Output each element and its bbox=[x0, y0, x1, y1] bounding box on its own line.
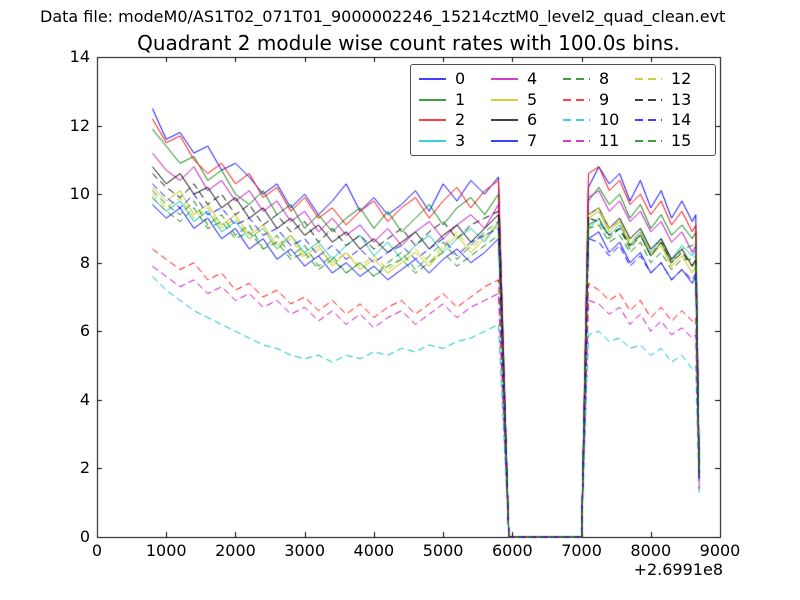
legend: 0 1 2 3 4 5 6 7 8 9 10 11 12 13 14 15 bbox=[410, 64, 716, 156]
x-tick-label: 3000 bbox=[284, 541, 326, 560]
x-tick-label: 4000 bbox=[353, 541, 395, 560]
legend-line-sample bbox=[419, 98, 446, 101]
y-tick-label: 6 bbox=[79, 321, 90, 341]
legend-item-label: 9 bbox=[599, 89, 610, 109]
legend-line-sample bbox=[563, 78, 590, 81]
legend-line-sample bbox=[419, 119, 446, 122]
legend-item-label: 4 bbox=[527, 69, 538, 89]
y-tick-label: 4 bbox=[79, 389, 90, 409]
legend-item-label: 1 bbox=[455, 89, 466, 109]
legend-line-sample bbox=[635, 98, 662, 101]
legend-line-sample bbox=[491, 119, 518, 122]
y-tick-label: 2 bbox=[79, 458, 90, 478]
legend-line-sample bbox=[635, 119, 662, 122]
legend-item-label: 8 bbox=[599, 69, 610, 89]
legend-item-8: 8 bbox=[563, 69, 635, 90]
legend-item-2: 2 bbox=[419, 110, 491, 131]
legend-item-5: 5 bbox=[491, 90, 563, 111]
legend-line-sample bbox=[491, 139, 518, 142]
legend-item-11: 11 bbox=[563, 131, 635, 152]
x-axis-offset-label: +2.6991e8 bbox=[633, 560, 723, 579]
legend-item-label: 14 bbox=[671, 110, 692, 130]
legend-item-1: 1 bbox=[419, 90, 491, 111]
legend-item-0: 0 bbox=[419, 69, 491, 90]
legend-item-10: 10 bbox=[563, 110, 635, 131]
x-tick-label: 9000 bbox=[699, 541, 741, 560]
legend-item-label: 0 bbox=[455, 69, 466, 89]
legend-line-sample bbox=[563, 98, 590, 101]
legend-line-sample bbox=[491, 98, 518, 101]
x-tick-label: 7000 bbox=[561, 541, 602, 560]
legend-item-12: 12 bbox=[635, 69, 707, 90]
legend-item-14: 14 bbox=[635, 110, 707, 131]
legend-item-7: 7 bbox=[491, 131, 563, 152]
legend-item-label: 6 bbox=[527, 110, 538, 130]
legend-line-sample bbox=[563, 139, 590, 142]
legend-item-6: 6 bbox=[491, 110, 563, 131]
legend-line-sample bbox=[635, 78, 662, 81]
legend-item-label: 3 bbox=[455, 130, 466, 150]
legend-item-label: 7 bbox=[527, 130, 538, 150]
legend-line-sample bbox=[635, 139, 662, 142]
legend-line-sample bbox=[419, 139, 446, 142]
legend-item-label: 12 bbox=[671, 69, 692, 89]
legend-item-label: 15 bbox=[671, 130, 692, 150]
x-tick-label: 8000 bbox=[630, 541, 672, 560]
y-tick-label: 14 bbox=[69, 47, 90, 66]
y-tick-label: 8 bbox=[79, 252, 90, 272]
x-tick-label: 6000 bbox=[491, 541, 533, 560]
legend-item-label: 5 bbox=[527, 89, 538, 109]
x-tick-label: 1000 bbox=[145, 541, 187, 560]
legend-item-label: 10 bbox=[599, 110, 620, 130]
y-tick-label: 0 bbox=[79, 527, 90, 546]
legend-line-sample bbox=[563, 119, 590, 122]
legend-line-sample bbox=[419, 78, 446, 81]
legend-item-label: 11 bbox=[599, 130, 620, 150]
x-tick-label: 2000 bbox=[215, 541, 256, 560]
y-tick-label: 12 bbox=[69, 115, 90, 135]
legend-item-3: 3 bbox=[419, 131, 491, 152]
legend-item-4: 4 bbox=[491, 69, 563, 90]
legend-item-9: 9 bbox=[563, 90, 635, 111]
y-tick-label: 10 bbox=[69, 184, 90, 204]
x-tick-label: 5000 bbox=[422, 541, 464, 560]
legend-item-label: 13 bbox=[671, 89, 692, 109]
legend-item-15: 15 bbox=[635, 131, 707, 152]
x-tick-label: 0 bbox=[91, 541, 103, 560]
legend-item-label: 2 bbox=[455, 110, 466, 130]
legend-line-sample bbox=[491, 78, 518, 81]
legend-item-13: 13 bbox=[635, 90, 707, 111]
